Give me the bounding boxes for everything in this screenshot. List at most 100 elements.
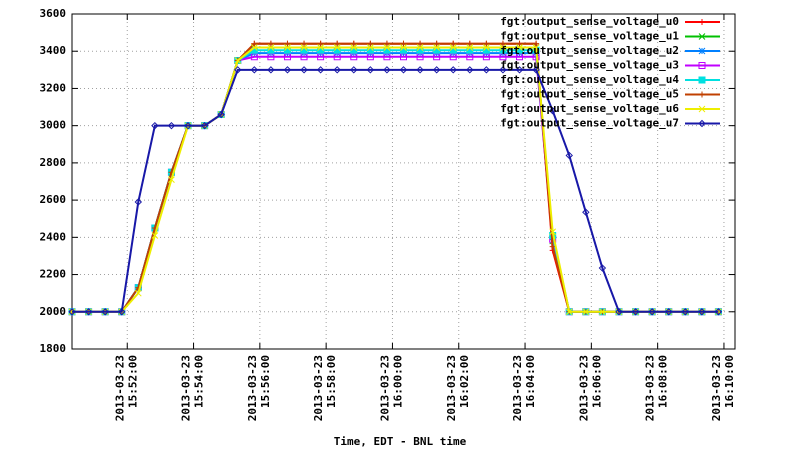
marker <box>516 40 523 47</box>
marker <box>598 264 607 272</box>
marker <box>548 107 557 115</box>
marker <box>466 66 474 74</box>
marker <box>698 76 706 84</box>
marker <box>317 40 324 47</box>
marker <box>350 40 357 47</box>
legend-label: fgt:output_sense_voltage_u1 <box>500 30 679 43</box>
marker <box>532 44 540 51</box>
x-tick-label: 2013-03-2315:52:00 <box>113 355 139 421</box>
y-tick-label: 3200 <box>40 81 67 94</box>
legend-label: fgt:output_sense_voltage_u6 <box>500 102 679 115</box>
marker <box>664 308 673 316</box>
x-tick-label: 2013-03-2315:56:00 <box>246 355 272 421</box>
marker <box>483 44 490 51</box>
y-tick-label: 3000 <box>40 119 67 132</box>
marker <box>283 66 292 74</box>
marker <box>168 176 175 183</box>
marker <box>499 66 507 74</box>
legend-marker <box>698 47 706 55</box>
marker <box>217 110 225 119</box>
marker <box>698 119 706 128</box>
legend-label: fgt:output_sense_voltage_u0 <box>500 15 679 28</box>
marker <box>333 66 341 74</box>
legend-marker <box>699 91 705 98</box>
marker <box>417 40 424 47</box>
marker <box>250 66 259 74</box>
marker <box>400 40 407 47</box>
y-tick-label: 3400 <box>40 44 67 57</box>
marker <box>516 44 523 51</box>
marker <box>267 53 275 61</box>
marker <box>267 66 275 74</box>
marker <box>565 308 573 316</box>
y-tick-label: 2000 <box>40 305 67 318</box>
marker <box>167 121 176 130</box>
legend-label: fgt:output_sense_voltage_u3 <box>500 59 679 72</box>
marker <box>698 105 706 113</box>
marker <box>698 308 706 316</box>
marker <box>184 121 192 130</box>
marker <box>582 308 590 316</box>
series <box>68 66 723 316</box>
marker <box>366 66 375 74</box>
legend-label: fgt:output_sense_voltage_u4 <box>500 73 679 86</box>
y-tick-label: 2600 <box>40 193 67 206</box>
marker <box>449 66 457 74</box>
marker <box>300 44 308 51</box>
marker <box>433 53 441 61</box>
marker <box>714 308 723 316</box>
legend-label: fgt:output_sense_voltage_u5 <box>500 88 679 101</box>
marker <box>383 53 391 61</box>
marker <box>134 289 142 297</box>
marker <box>267 40 274 47</box>
marker <box>284 44 291 51</box>
x-tick-label: 2013-03-2316:06:00 <box>577 355 603 421</box>
marker <box>466 40 473 47</box>
marker <box>482 66 491 74</box>
marker <box>350 44 358 51</box>
marker <box>250 53 258 61</box>
marker <box>681 308 689 316</box>
marker <box>698 47 706 55</box>
y-tick-label: 3600 <box>40 7 67 20</box>
marker <box>300 66 308 74</box>
marker <box>499 44 507 51</box>
y-tick-label: 2200 <box>40 268 67 281</box>
marker <box>466 53 474 61</box>
marker <box>317 44 324 51</box>
marker <box>399 66 408 74</box>
marker <box>400 44 407 51</box>
marker <box>301 40 308 47</box>
marker <box>499 53 507 61</box>
y-tick-label: 1800 <box>40 342 67 355</box>
marker <box>549 243 556 250</box>
x-tick-label: 2013-03-2316:02:00 <box>445 355 471 421</box>
marker <box>350 53 358 61</box>
marker <box>284 40 291 47</box>
marker <box>483 40 490 47</box>
marker <box>317 53 325 61</box>
x-tick-label: 2013-03-2315:54:00 <box>180 355 206 421</box>
marker <box>151 121 159 130</box>
marker <box>84 308 93 316</box>
marker <box>449 53 457 61</box>
marker <box>533 40 540 47</box>
legend-marker <box>698 119 706 128</box>
marker <box>416 53 424 61</box>
marker <box>283 53 291 61</box>
marker <box>333 44 341 51</box>
marker <box>699 91 705 98</box>
legend-marker <box>699 19 705 25</box>
marker <box>450 40 457 47</box>
marker <box>599 308 606 316</box>
marker <box>350 66 358 74</box>
y-tick-label: 2400 <box>40 230 67 243</box>
marker <box>433 40 440 47</box>
marker <box>631 308 640 316</box>
marker <box>499 40 506 47</box>
marker <box>565 151 573 160</box>
marker <box>383 44 391 51</box>
marker <box>432 66 441 74</box>
